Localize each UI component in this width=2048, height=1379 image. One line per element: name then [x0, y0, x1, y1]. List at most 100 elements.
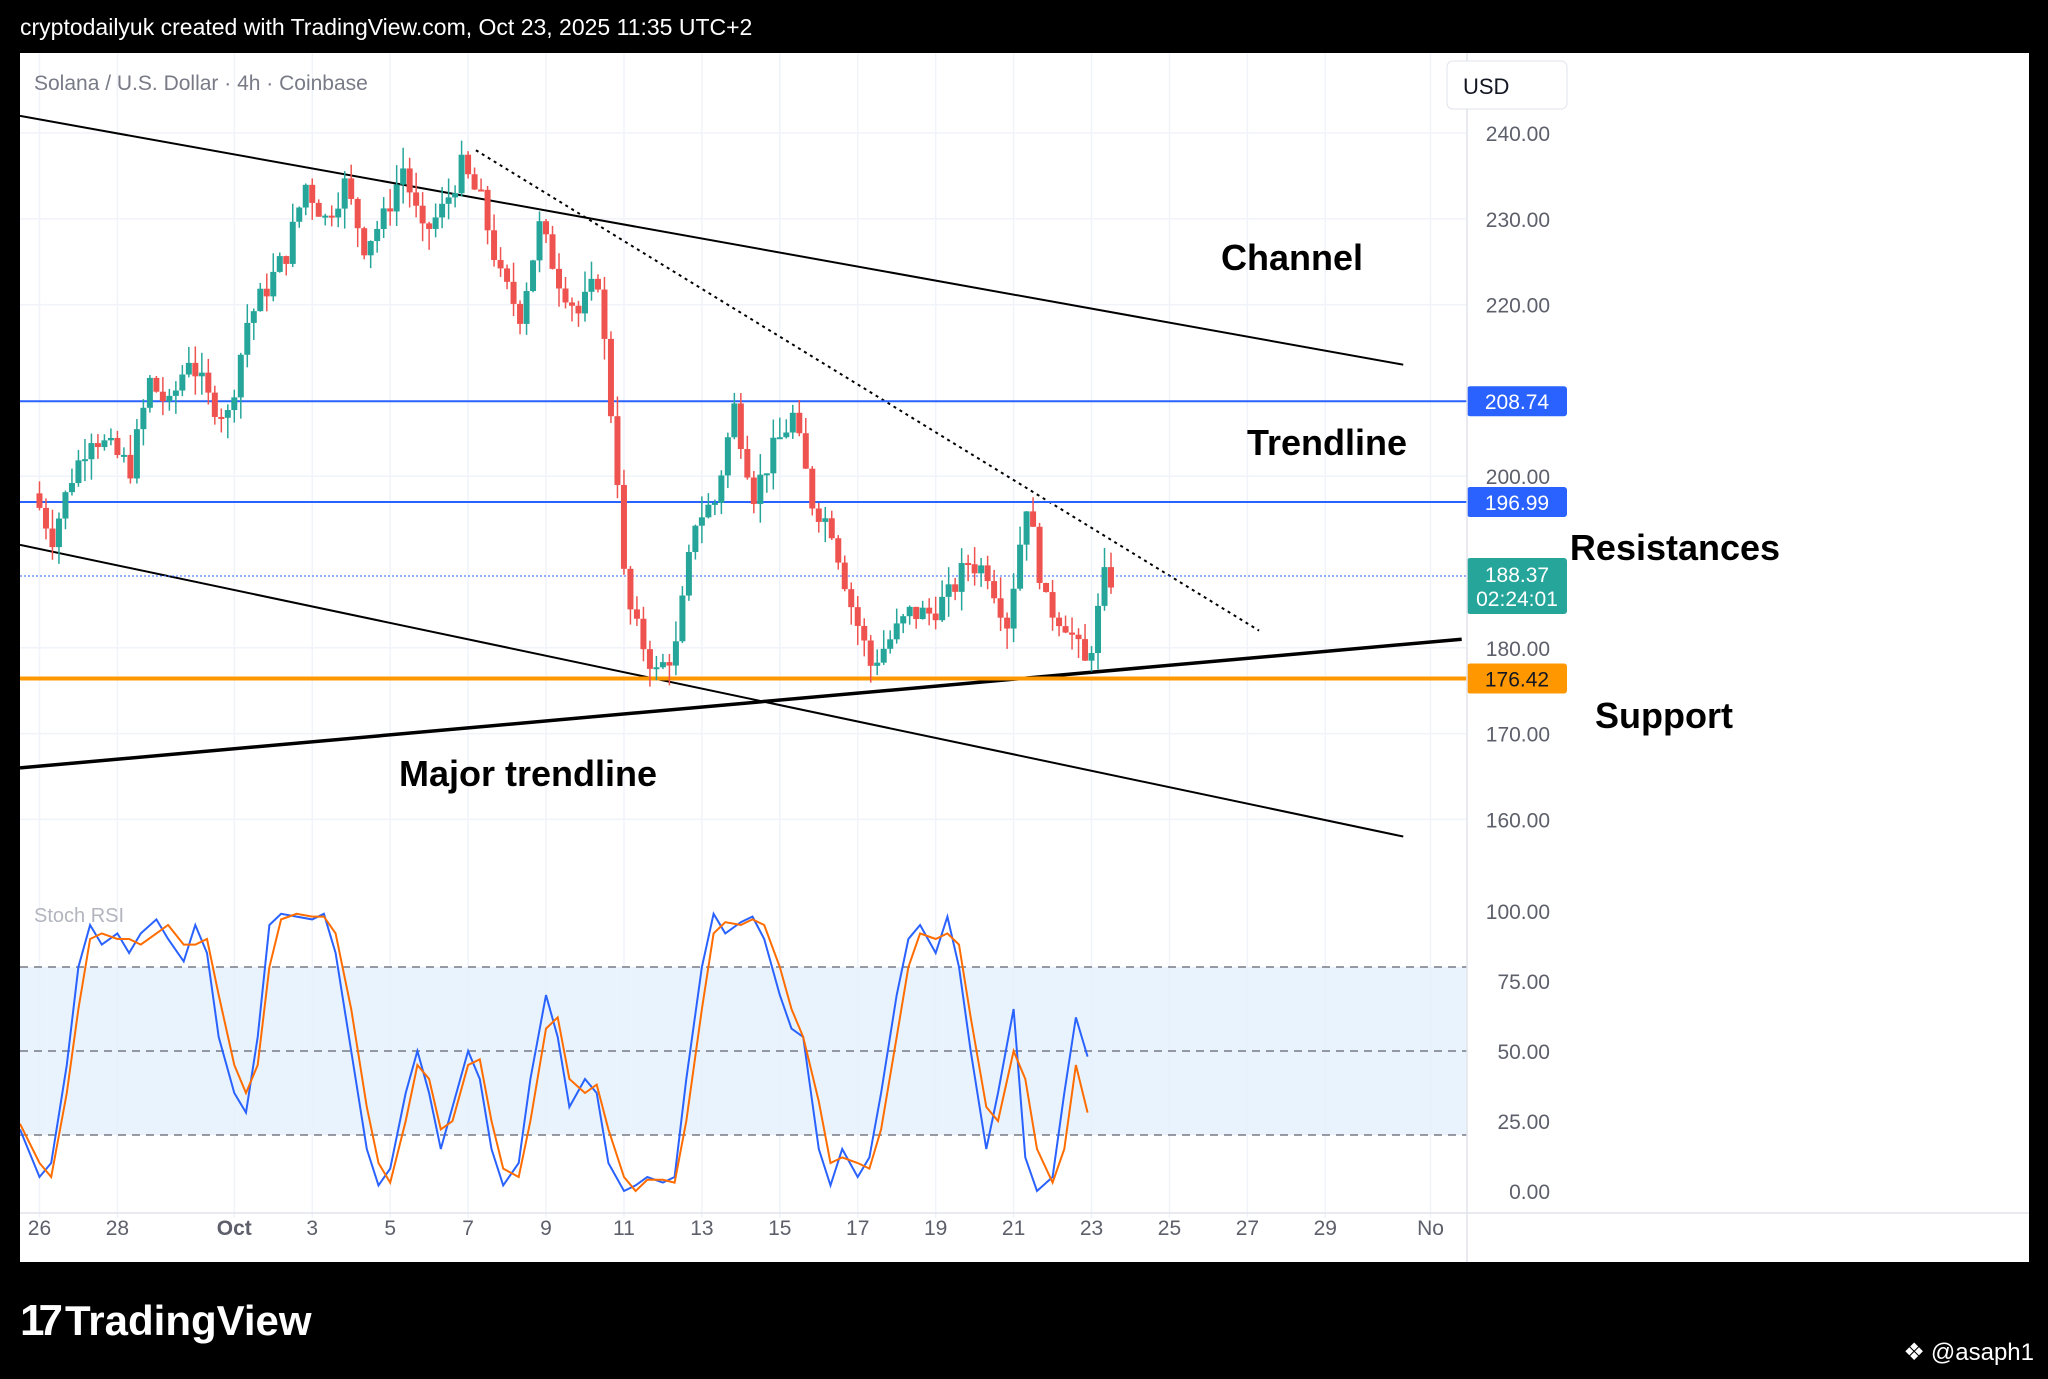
stoch-y-tick-label: 50.00	[1497, 1041, 1550, 1064]
axes: 26 28 Oct 3 5 7 9 11 13 15 17 19 21 23 25 27 29 No240.002…	[20, 53, 2029, 1262]
candle	[588, 261, 595, 301]
candle	[153, 375, 160, 393]
candle	[919, 600, 926, 620]
candle	[283, 255, 290, 276]
candle	[62, 490, 69, 530]
x-tick-label: 19	[924, 1217, 947, 1240]
candle	[42, 498, 49, 540]
candle	[55, 512, 62, 564]
candle	[718, 470, 725, 515]
annotation-label: Resistances	[1570, 527, 1780, 568]
candle	[913, 606, 920, 629]
candle	[159, 377, 166, 416]
candle	[244, 304, 251, 368]
candle	[263, 273, 270, 312]
level-price-label: 208.74	[1485, 391, 1550, 414]
candle	[978, 557, 985, 587]
candle	[568, 297, 575, 322]
candle	[945, 567, 952, 617]
candle	[1023, 511, 1030, 561]
candle	[348, 164, 355, 205]
major-trendline-line	[19, 637, 1462, 770]
candle	[218, 408, 225, 433]
tradingview-logo: 17 TradingView	[20, 1296, 312, 1346]
x-tick-label: 17	[846, 1217, 869, 1240]
candle	[530, 259, 537, 293]
candle	[94, 434, 101, 459]
candle	[419, 192, 426, 242]
candle	[465, 151, 472, 179]
candle	[556, 253, 563, 307]
level-price-label: 176.42	[1485, 669, 1549, 692]
level-price-badge: 196.99	[1467, 487, 1567, 518]
candle	[828, 510, 835, 541]
x-tick-label: 3	[306, 1217, 318, 1240]
symbol-label: Solana / U.S. Dollar · 4h · Coinbase	[34, 72, 368, 95]
candle	[854, 596, 861, 646]
candle	[614, 396, 621, 499]
candle	[296, 206, 303, 228]
candle	[335, 192, 342, 228]
candle	[861, 618, 868, 657]
candle	[172, 381, 179, 414]
candle	[393, 165, 400, 226]
annotations: Channel Trendline Resistances Support Major …	[399, 237, 1780, 794]
candle	[1101, 547, 1108, 611]
annotation-label: Channel	[1221, 237, 1363, 278]
candle	[452, 185, 459, 208]
candle	[198, 352, 205, 395]
candle	[1030, 497, 1037, 527]
candle	[458, 140, 465, 197]
candle	[971, 547, 978, 586]
candle	[835, 535, 842, 570]
candle	[906, 605, 913, 625]
currency-button[interactable]: USD	[1446, 60, 1568, 110]
candle	[1017, 526, 1024, 591]
candle	[276, 252, 283, 273]
candle	[101, 434, 108, 451]
candle	[750, 470, 757, 514]
x-tick-label: 26	[28, 1217, 51, 1240]
candle	[231, 389, 238, 423]
candle	[887, 630, 894, 654]
candle	[491, 214, 498, 267]
y-tick-label: 200.00	[1486, 466, 1550, 489]
user-handle: ❖ @asaph1	[1903, 1338, 2034, 1367]
candle	[711, 499, 718, 516]
candle	[893, 608, 900, 644]
candle	[361, 226, 368, 260]
candle	[594, 274, 601, 293]
candle	[549, 225, 556, 270]
candle	[1004, 612, 1011, 649]
candle	[744, 435, 751, 480]
candle	[127, 435, 134, 484]
candle	[1043, 582, 1050, 593]
candle	[270, 253, 277, 302]
candle	[484, 185, 491, 245]
candle	[1010, 573, 1017, 643]
candle	[984, 555, 991, 590]
candle	[445, 178, 452, 220]
annotation-label: Trendline	[1247, 422, 1407, 463]
candle	[620, 469, 627, 575]
last-price-label: 188.37	[1485, 564, 1549, 587]
candle	[1069, 617, 1076, 650]
x-tick-label: 13	[690, 1217, 713, 1240]
candle	[991, 569, 998, 604]
candle	[1082, 623, 1089, 661]
annotation-label: Major trendline	[399, 753, 657, 794]
candle	[49, 509, 56, 560]
candles	[36, 140, 1115, 687]
candle	[802, 418, 809, 469]
candle	[685, 544, 692, 601]
countdown-label: 02:24:01	[1476, 588, 1558, 611]
candle	[374, 220, 381, 253]
candle	[1062, 615, 1069, 634]
candle	[997, 577, 1004, 632]
x-tick-label: No	[1417, 1217, 1444, 1240]
candle	[1049, 579, 1056, 631]
